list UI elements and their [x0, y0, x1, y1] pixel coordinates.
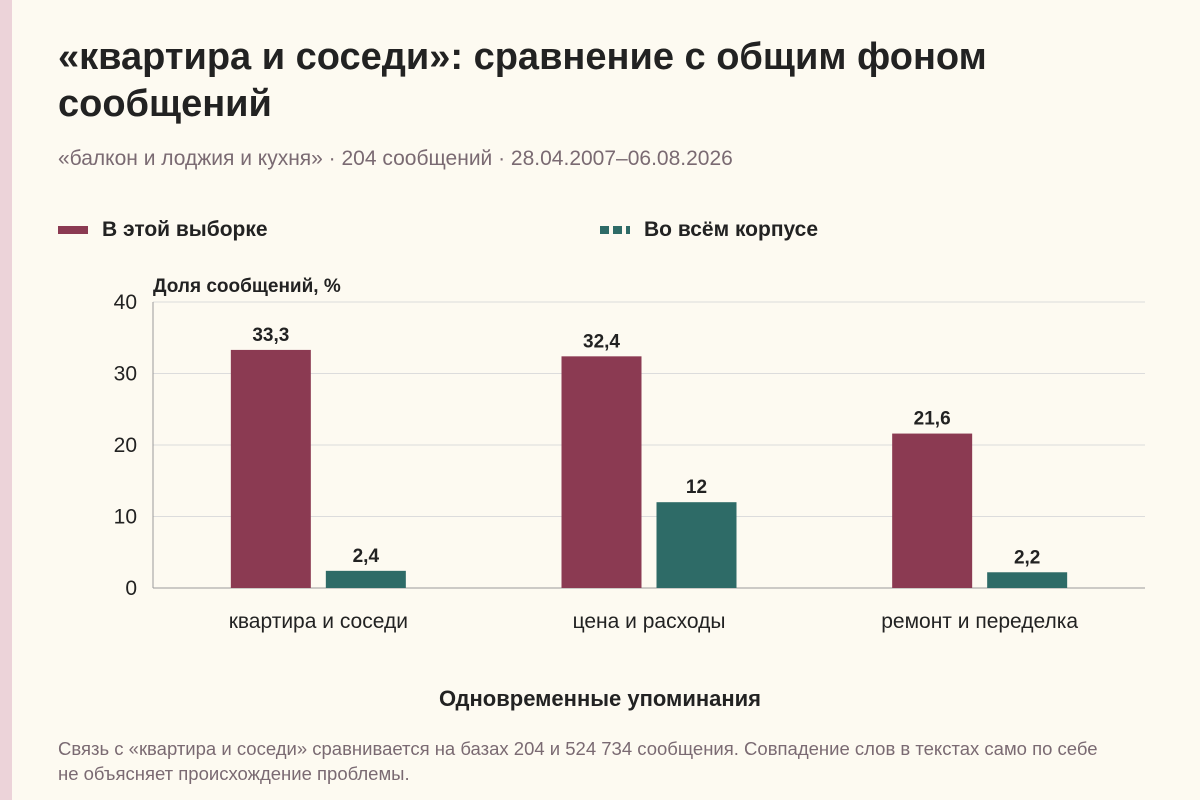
- y-tick-label: 30: [114, 363, 137, 386]
- y-axis-title: Доля сообщений, %: [153, 276, 341, 297]
- value-label-sample-0: 33,3: [252, 325, 289, 346]
- value-label-corpus-2: 2,2: [1014, 547, 1040, 568]
- y-tick-label: 40: [114, 291, 137, 314]
- legend-label-corpus: Во всём корпусе: [644, 218, 819, 241]
- labels-layer: 0 10 20 30 40 33,3 2,4 квартира и соседи 32,4 12 ц…: [114, 291, 1079, 633]
- bar-corpus-1: [656, 502, 737, 588]
- y-tick-label: 0: [125, 577, 137, 600]
- bar-corpus-2: [987, 572, 1068, 588]
- left-accent-strip: [0, 0, 12, 800]
- category-label-1: цена и расходы: [573, 610, 726, 633]
- y-tick-label: 10: [114, 506, 137, 529]
- category-label-0: квартира и соседи: [229, 610, 408, 633]
- x-axis-title: Одновременные упоминания: [438, 686, 762, 711]
- legend-swatch-sample: [58, 226, 88, 234]
- legend-label-sample: В этой выборке: [102, 218, 268, 241]
- bar-corpus-0: [325, 570, 406, 588]
- legend-item-sample: В этой выборке: [58, 218, 268, 242]
- bar-sample-0: [230, 349, 311, 588]
- y-tick-label: 20: [114, 434, 137, 457]
- bars-layer: [230, 349, 1068, 588]
- value-label-corpus-0: 2,4: [353, 546, 380, 567]
- chart-subtitle: «балкон и лоджия и кухня» · 204 сообщени…: [58, 147, 733, 170]
- footnote: Связь с «квартира и соседи» сравнивается…: [58, 738, 1098, 784]
- bar-sample-1: [561, 356, 642, 588]
- legend-item-corpus: Во всём корпусе: [600, 218, 818, 242]
- chart-title: «квартира и соседи»: сравнение с общим ф…: [58, 36, 987, 125]
- category-label-2: ремонт и переделка: [881, 610, 1078, 633]
- value-label-sample-2: 21,6: [914, 409, 951, 430]
- value-label-sample-1: 32,4: [583, 331, 620, 352]
- bar-sample-2: [892, 433, 973, 588]
- legend-swatch-corpus: [600, 226, 630, 234]
- grid-layer: [152, 301, 1145, 589]
- value-label-corpus-1: 12: [686, 477, 707, 498]
